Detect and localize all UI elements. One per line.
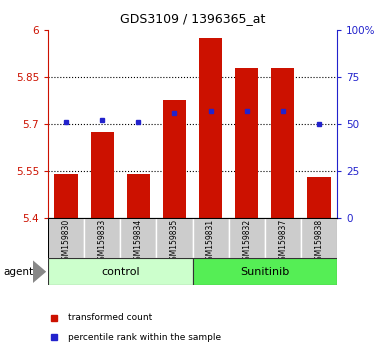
Bar bbox=[48, 218, 84, 258]
Text: GSM159838: GSM159838 bbox=[314, 219, 323, 265]
Text: GSM159835: GSM159835 bbox=[170, 219, 179, 265]
Bar bbox=[127, 174, 150, 218]
Polygon shape bbox=[33, 260, 46, 283]
Text: GSM159833: GSM159833 bbox=[98, 219, 107, 265]
Bar bbox=[235, 68, 258, 218]
Bar bbox=[163, 101, 186, 218]
Text: agent: agent bbox=[4, 267, 34, 277]
Bar bbox=[54, 174, 78, 218]
Text: control: control bbox=[101, 267, 140, 277]
Text: GSM159832: GSM159832 bbox=[242, 219, 251, 265]
Bar bbox=[301, 218, 337, 258]
Bar bbox=[120, 218, 156, 258]
Bar bbox=[156, 218, 192, 258]
Bar bbox=[192, 258, 337, 285]
Bar bbox=[192, 218, 229, 258]
Text: percentile rank within the sample: percentile rank within the sample bbox=[69, 333, 221, 342]
Text: GSM159831: GSM159831 bbox=[206, 219, 215, 265]
Bar bbox=[229, 218, 265, 258]
Text: GSM159837: GSM159837 bbox=[278, 219, 287, 265]
Text: transformed count: transformed count bbox=[69, 313, 152, 322]
Bar bbox=[84, 218, 120, 258]
Bar bbox=[265, 218, 301, 258]
Bar bbox=[90, 132, 114, 218]
Text: GSM159834: GSM159834 bbox=[134, 219, 143, 265]
Text: GDS3109 / 1396365_at: GDS3109 / 1396365_at bbox=[120, 12, 265, 25]
Bar bbox=[199, 38, 222, 218]
Bar bbox=[48, 258, 192, 285]
Bar bbox=[307, 177, 331, 218]
Bar bbox=[271, 68, 295, 218]
Text: GSM159830: GSM159830 bbox=[62, 219, 71, 265]
Text: Sunitinib: Sunitinib bbox=[240, 267, 289, 277]
